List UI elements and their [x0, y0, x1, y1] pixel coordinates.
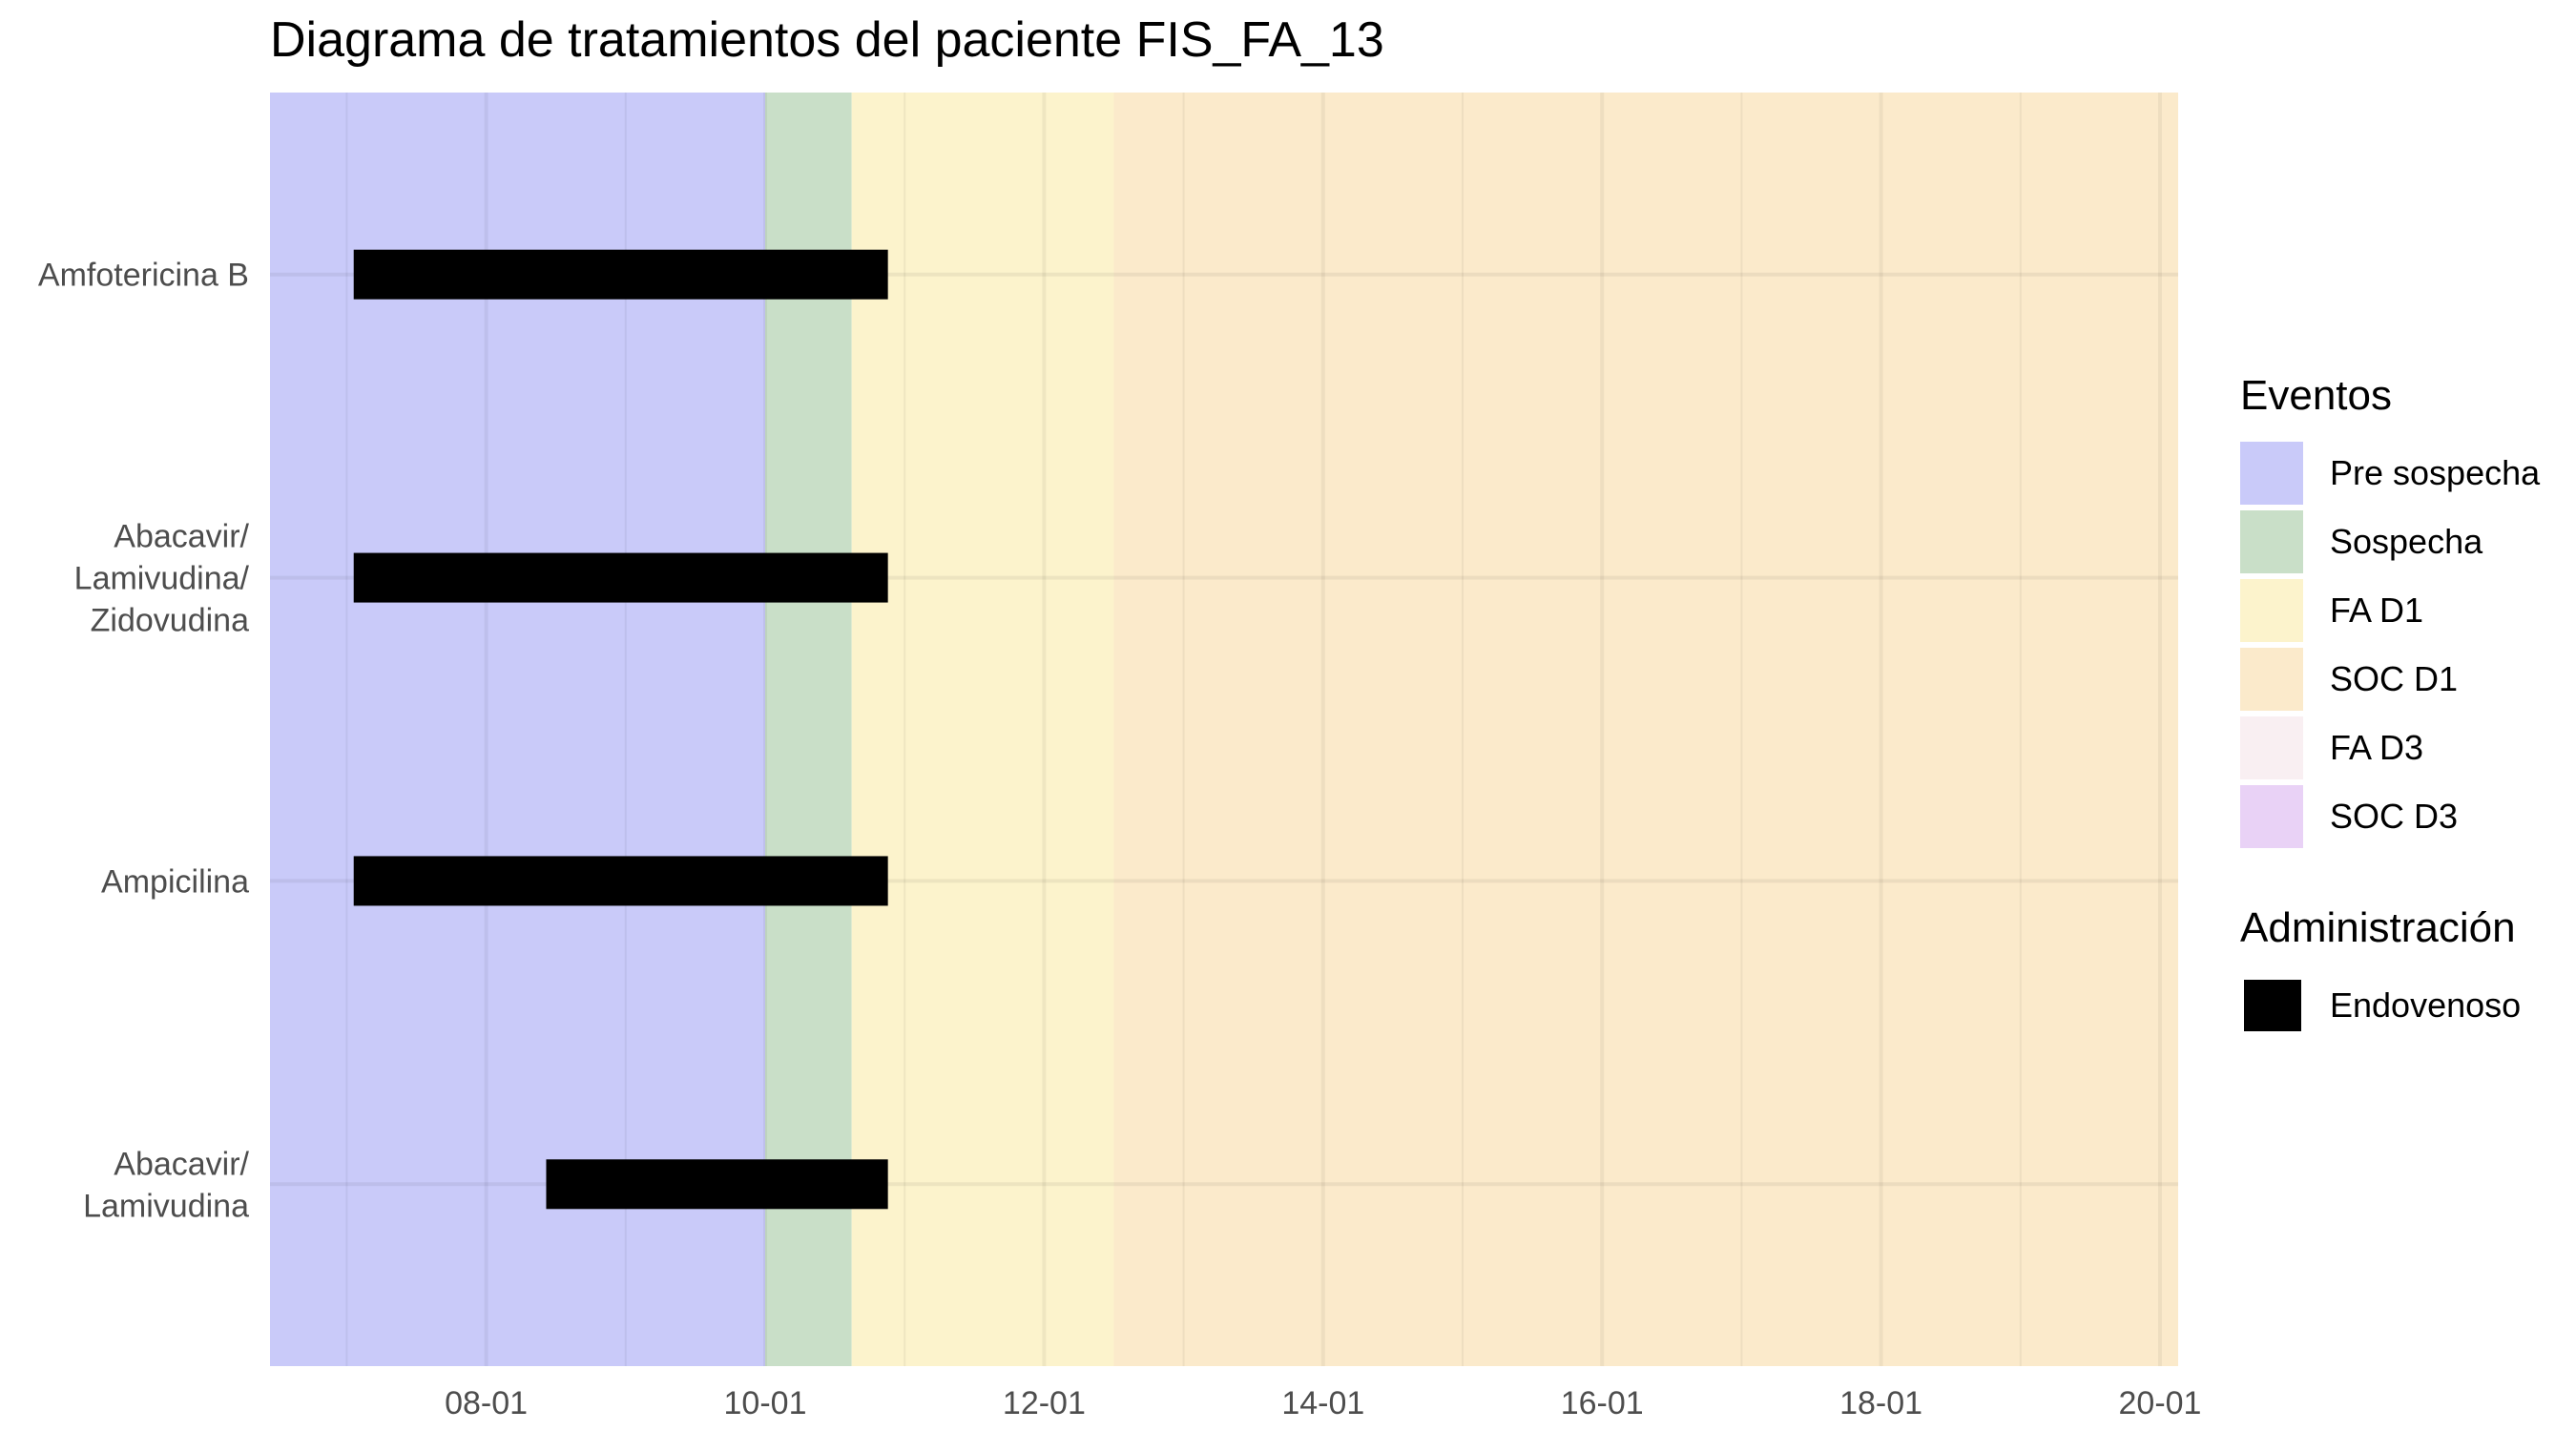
- legend-item: FA D1: [2240, 576, 2540, 645]
- event-period-2: [851, 93, 1114, 1366]
- legend-swatch: [2240, 442, 2303, 505]
- treatment-bar: [546, 1159, 888, 1210]
- legend-label: FA D1: [2330, 591, 2424, 630]
- treatment-bar: [353, 552, 888, 603]
- y-tick-label: Amfotericina B: [38, 258, 249, 294]
- y-tick-label: Abacavir/Lamivudina: [83, 1146, 249, 1224]
- legend-administracion: Administración Endovenoso: [2240, 904, 2540, 1040]
- event-period-3: [1113, 93, 2178, 1366]
- event-period-1: [765, 93, 852, 1366]
- legend-admin-items: Endovenoso: [2240, 971, 2540, 1040]
- legend-swatch: [2240, 648, 2303, 711]
- x-tick-label: 10-01: [724, 1385, 807, 1421]
- legend-swatch: [2240, 716, 2303, 779]
- chart-title: Diagrama de tratamientos del paciente FI…: [270, 12, 1384, 68]
- legend-item: Endovenoso: [2240, 971, 2540, 1040]
- legend-label: Pre sospecha: [2330, 453, 2541, 492]
- event-period-0: [270, 93, 766, 1366]
- legend-eventos-title: Eventos: [2240, 372, 2392, 419]
- legend: Eventos Pre sospecha Sospecha FA D1 SOC D1 F…: [2240, 372, 2540, 1093]
- legend-item: Pre sospecha: [2240, 439, 2540, 508]
- legend-eventos: Eventos Pre sospecha Sospecha FA D1 SOC D1 F…: [2240, 372, 2540, 851]
- y-tick-label: Ampicilina: [101, 863, 249, 900]
- treatment-bars: [353, 249, 888, 1210]
- legend-item: Sospecha: [2240, 508, 2540, 576]
- x-tick-label: 20-01: [2119, 1385, 2202, 1421]
- legend-label: FA D3: [2330, 728, 2424, 767]
- legend-item: SOC D1: [2240, 645, 2540, 714]
- legend-eventos-items: Pre sospecha Sospecha FA D1 SOC D1 FA D3 SOC …: [2240, 439, 2540, 851]
- x-tick-label: 14-01: [1281, 1385, 1364, 1421]
- legend-administracion-title: Administración: [2240, 904, 2516, 951]
- legend-label: SOC D1: [2330, 659, 2459, 698]
- y-axis-labels: Amfotericina B Abacavir/Lamivudina/Zidovu…: [38, 258, 250, 1225]
- legend-swatch: [2240, 510, 2303, 573]
- x-tick-label: 08-01: [445, 1385, 528, 1421]
- x-tick-label: 12-01: [1003, 1385, 1086, 1421]
- x-tick-label: 16-01: [1561, 1385, 1644, 1421]
- legend-label: SOC D3: [2330, 797, 2459, 836]
- legend-item: SOC D3: [2240, 782, 2540, 851]
- x-tick-label: 18-01: [1839, 1385, 1922, 1421]
- legend-swatch: [2240, 579, 2303, 642]
- legend-item: FA D3: [2240, 714, 2540, 782]
- legend-label: Sospecha: [2330, 522, 2483, 561]
- legend-swatch: [2240, 785, 2303, 848]
- treatment-bar: [353, 249, 888, 300]
- legend-swatch: [2244, 980, 2301, 1031]
- event-periods: [270, 93, 2178, 1366]
- y-tick-label: Abacavir/Lamivudina/Zidovudina: [74, 519, 250, 639]
- treatment-bar: [353, 856, 888, 906]
- x-axis-labels: 08-01 10-01 12-01 14-01 16-01 18-01 20-01: [445, 1385, 2201, 1421]
- legend-label: Endovenoso: [2330, 985, 2522, 1025]
